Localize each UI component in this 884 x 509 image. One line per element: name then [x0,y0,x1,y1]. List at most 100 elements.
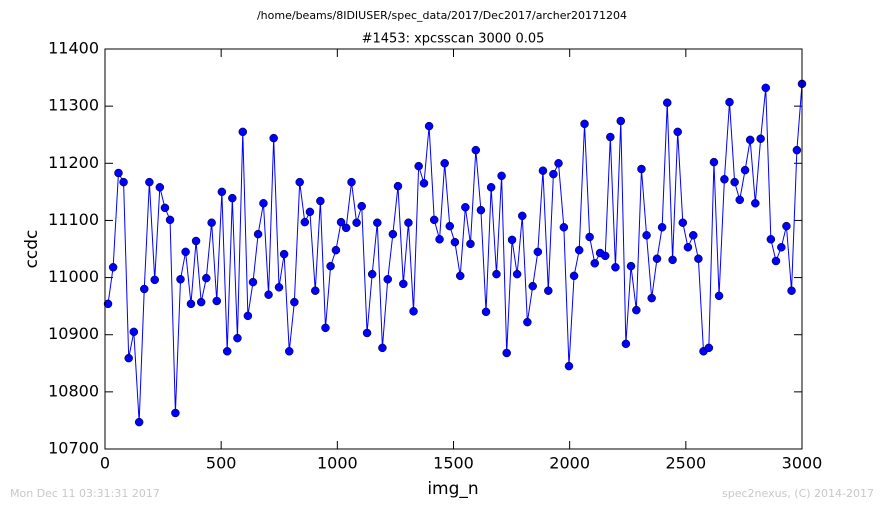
data-point [331,245,341,255]
data-point [476,205,486,215]
data-point [264,290,273,299]
data-point [486,183,496,192]
data-point [662,98,672,107]
data-point [238,127,248,137]
data-point [538,166,548,175]
data-point [497,171,506,181]
data-point [305,207,315,217]
data-point [191,236,201,246]
data-point [689,231,698,240]
data-point [316,196,325,206]
data-point [621,339,631,349]
data-point [777,243,786,252]
data-point [600,251,610,261]
data-point [176,275,185,284]
data-point [440,159,449,168]
data-point [507,235,517,245]
x-axis-label: img_n [427,479,478,499]
data-point [419,179,429,188]
data-point [642,231,651,240]
data-point [657,223,667,232]
data-point [512,269,522,279]
y-tick-label: 11200 [48,153,99,172]
data-point [373,218,382,227]
data-point [279,249,289,259]
data-point [155,183,165,192]
data-point [186,299,196,309]
data-point [228,193,237,203]
data-point [673,127,682,137]
data-point [336,217,346,227]
data-point [523,317,532,327]
data-point [709,157,719,167]
data-point [383,275,392,284]
data-point [259,199,268,208]
data-point [626,261,636,271]
data-point [761,83,771,93]
data-point [150,275,159,285]
data-point [590,259,600,268]
data-point [233,333,242,343]
data-point [284,347,294,356]
data-point [311,286,320,295]
data-point [160,203,170,213]
data-point [202,273,211,283]
data-point [248,277,258,287]
data-point [766,235,776,244]
x-tick-label: 0 [100,454,110,473]
data-point [714,291,724,301]
data-point [181,247,190,257]
data-point [751,199,760,208]
data-point [134,417,144,427]
y-tick-label: 11300 [48,96,99,115]
timestamp: Mon Dec 11 03:31:31 2017 [10,487,160,500]
data-point [409,307,418,316]
chart-title: #1453: xpcsscan 3000 0.05 [362,32,545,47]
data-point [756,134,765,143]
data-point [559,223,569,232]
data-point [103,299,113,309]
data-point [528,281,537,291]
data-point [388,229,398,239]
data-point [253,229,263,239]
data-point [222,347,232,356]
data-point [652,254,662,263]
data-point [207,218,216,227]
data-point [549,169,558,179]
data-point [678,218,688,227]
y-tick-label: 11000 [48,267,99,286]
data-point [683,243,693,252]
data-point [404,218,413,227]
data-point [212,296,222,306]
x-tick-label: 1500 [433,454,474,473]
data-point [574,245,584,255]
data-point [730,177,739,187]
data-point [300,217,310,227]
data-point [347,177,356,187]
data-point [243,311,253,321]
data-point [585,232,594,242]
data-line [107,83,803,423]
y-tick-label: 11100 [48,210,99,229]
data-point [611,263,620,272]
data-point [554,159,563,168]
data-point [735,195,744,205]
data-point [461,203,470,212]
data-point [694,254,703,263]
x-tick-label: 1000 [317,454,358,473]
data-point [435,235,444,244]
data-point [569,271,579,281]
data-point [668,255,677,265]
x-tick-label: 2500 [665,454,706,473]
data-point [455,271,465,281]
data-point [720,175,729,184]
data-point [502,348,511,358]
data-point [352,218,361,227]
data-point [362,328,372,338]
y-tick-label: 10700 [48,439,99,458]
data-point [393,181,403,191]
data-point [108,263,118,272]
data-point [341,223,351,233]
data-point [745,135,755,145]
data-point [471,145,481,155]
